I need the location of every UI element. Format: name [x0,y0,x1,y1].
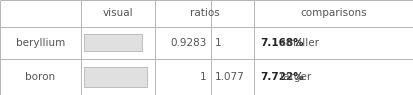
Text: ratios: ratios [190,8,219,18]
Text: 1.077: 1.077 [215,72,244,82]
Text: larger: larger [277,72,311,82]
Bar [84,34,142,51]
Text: beryllium: beryllium [16,38,65,48]
Text: boron: boron [25,72,55,82]
Text: 7.722%: 7.722% [260,72,304,82]
Text: 7.168%: 7.168% [260,38,304,48]
Text: 1: 1 [200,72,206,82]
Text: smaller: smaller [277,38,319,48]
Text: comparisons: comparisons [300,8,367,18]
Bar [84,66,147,87]
Text: 1: 1 [215,38,221,48]
Text: visual: visual [102,8,133,18]
Text: 0.9283: 0.9283 [170,38,206,48]
